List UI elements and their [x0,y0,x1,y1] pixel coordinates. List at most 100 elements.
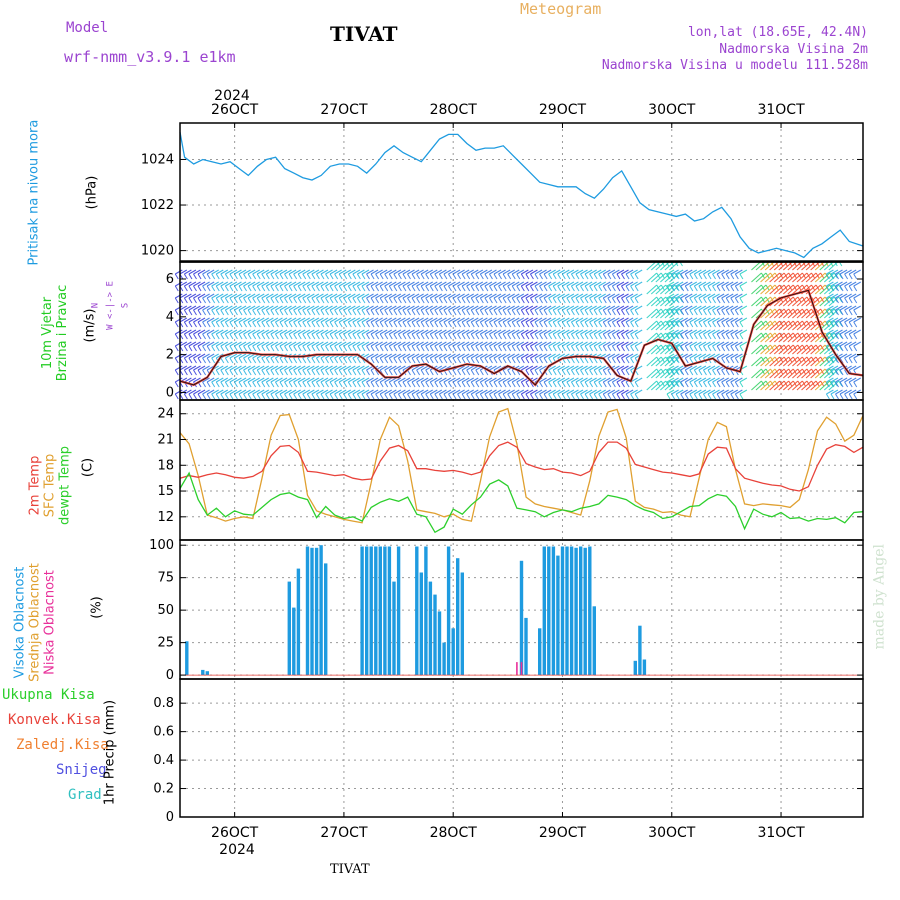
wind-barb-flag [311,357,316,364]
wind-barb [530,293,538,299]
wind-barb-flag [215,285,220,292]
wind-barb-flag [543,297,548,304]
wind-barb-flag [356,345,361,352]
wind-barb [352,269,361,275]
wind-barb-flag [534,309,539,316]
wind-barb-flag [411,321,416,328]
wind-barb-flag [552,333,557,340]
wind-barb [612,269,620,275]
wind-barb [243,365,251,371]
wind-barb-flag [238,333,243,340]
wind-barb-flag [247,381,252,388]
wind-barb [778,380,790,391]
wind-barb-flag [452,297,457,304]
wind-barb [452,281,461,287]
wind-barb-flag [730,321,735,328]
wind-barb [725,269,734,275]
wind-barb [475,389,484,395]
wind-barb [357,281,365,287]
wind-barb [521,317,529,323]
wind-barb-flag [511,297,516,304]
y-tick-label: 0.6 [153,725,174,740]
wind-barb-flag [479,393,484,400]
wind-barb-flag [306,309,311,316]
wind-barb [664,332,676,343]
wind-barb [498,341,506,347]
wind-barb-flag [634,345,639,352]
wind-barb [525,365,534,371]
wind-barb-flag [543,285,548,292]
wind-barb-flag [407,309,411,316]
wind-barb [493,293,502,299]
wind-barb [188,281,197,287]
wind-barb [270,317,279,323]
wind-barb [557,305,566,311]
cloud-bar [638,625,642,676]
wind-barb [612,353,620,359]
wind-barb [650,356,662,367]
wind-barb [612,389,620,395]
wind-barb [607,305,616,311]
wind-barb-flag [243,369,248,376]
wind-barb-flag [698,321,703,328]
wind-barb [650,320,662,331]
wind-barb-flag [434,381,439,388]
wind-barb-flag [489,345,493,352]
wind-barb-flag [621,273,625,280]
wind-barb-flag [320,285,325,292]
wind-barb [543,281,552,287]
wind-barb-flag [388,369,393,376]
wind-barb-flag [589,285,594,292]
wind-barb [238,389,247,395]
wind-barb-flag [552,393,557,400]
wind-barb [787,296,799,307]
wind-barb [484,269,493,275]
wind-barb-flag [438,285,443,292]
wind-barb [534,329,543,335]
wind-barb [402,329,411,335]
wind-barb [539,269,547,275]
wind-barb [466,317,474,323]
wind-barb-flag [557,345,562,352]
wind-barb [707,353,716,359]
wind-barb [557,293,566,299]
wind-barb [646,320,658,331]
wind-barb-flag [320,273,325,280]
wind-barb [548,377,556,383]
wind-barb [375,293,383,299]
wind-barb [625,269,634,275]
wind-barb-flag [429,285,434,292]
location-coords: lon,lat (18.65E, 42.4N) [687,25,868,40]
wind-barb-flag [552,321,557,328]
wind-barb [197,269,206,275]
wind-barb [366,329,374,335]
wind-barb-flag [256,309,261,316]
wind-barb-flag [853,321,858,328]
wind-barb-flag [548,321,553,328]
wind-barb [484,341,493,347]
wind-barb [366,353,374,359]
wind-barb [325,341,333,347]
wind-barb-flag [202,357,207,364]
wind-barb-flag [325,285,329,292]
wind-barb [516,317,525,323]
wind-barb-flag [734,357,739,364]
wind-barb-flag [693,273,698,280]
wind-barb [616,317,625,323]
wind-barb-flag [229,345,234,352]
wind-speed-center [179,289,864,386]
wind-barb-flag [197,369,202,376]
wind-barb-flag [602,393,607,400]
wind-barb [782,332,794,343]
wind-barb-flag [730,381,735,388]
wind-barb-flag [366,273,370,280]
wind-barb-flag [270,285,275,292]
wind-barb [311,329,320,335]
wind-barb [826,269,834,275]
wind-barb-flag [356,381,361,388]
wind-barb-flag [297,297,302,304]
wind-barb [603,341,611,347]
wind-barb [279,341,288,347]
wind-barb [634,269,643,275]
wind-barb [792,284,803,295]
